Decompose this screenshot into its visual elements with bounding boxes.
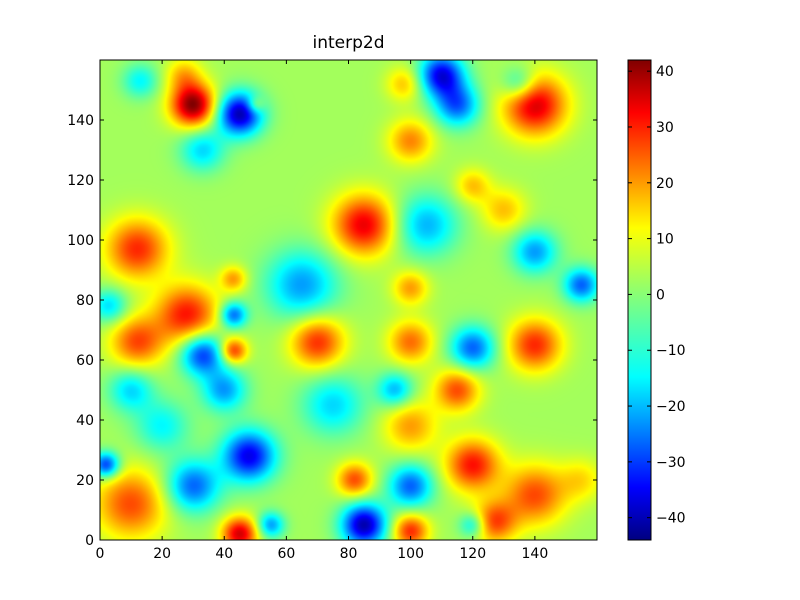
- colorbar-tick-label: −30: [656, 455, 686, 471]
- y-axis: 0 20 40 60 80 100 120 140: [67, 113, 597, 549]
- colorbar: [627, 59, 652, 541]
- colorbar-tick-label: 0: [656, 287, 665, 303]
- colorbar-tick-label: 30: [656, 120, 674, 136]
- colorbar-tick-label: 20: [656, 176, 674, 192]
- colorbar-tick-label: −20: [656, 399, 686, 415]
- y-tick-label: 60: [76, 353, 94, 369]
- heatmap-canvas: [100, 60, 597, 540]
- x-tick-label: 100: [397, 546, 424, 562]
- y-tick-label: 20: [76, 473, 94, 489]
- colorbar-tick-label: −10: [656, 343, 686, 359]
- x-tick-label: 80: [340, 546, 358, 562]
- y-tick-label: 100: [67, 233, 94, 249]
- x-tick-label: 0: [96, 546, 105, 562]
- x-tick-label: 20: [153, 546, 171, 562]
- y-tick-label: 140: [67, 113, 94, 129]
- colorbar-axis: 40 30 20 10 0 −10 −20 −30 −40: [628, 64, 686, 527]
- x-axis: 0 20 40 60 80 100 120 140: [96, 60, 549, 562]
- heatmap-area: [100, 60, 597, 540]
- x-tick-label: 40: [215, 546, 233, 562]
- colorbar-tick-label: 10: [656, 232, 674, 248]
- colorbar-tick-label: 40: [656, 64, 674, 80]
- y-tick-label: 40: [76, 413, 94, 429]
- x-tick-label: 140: [522, 546, 549, 562]
- colorbar-tick-label: −40: [656, 511, 686, 527]
- chart-title: interp2d: [312, 33, 385, 53]
- y-tick-label: 0: [85, 533, 94, 549]
- y-tick-label: 80: [76, 293, 94, 309]
- x-tick-label: 60: [277, 546, 295, 562]
- y-tick-label: 120: [67, 173, 94, 189]
- x-tick-label: 120: [459, 546, 486, 562]
